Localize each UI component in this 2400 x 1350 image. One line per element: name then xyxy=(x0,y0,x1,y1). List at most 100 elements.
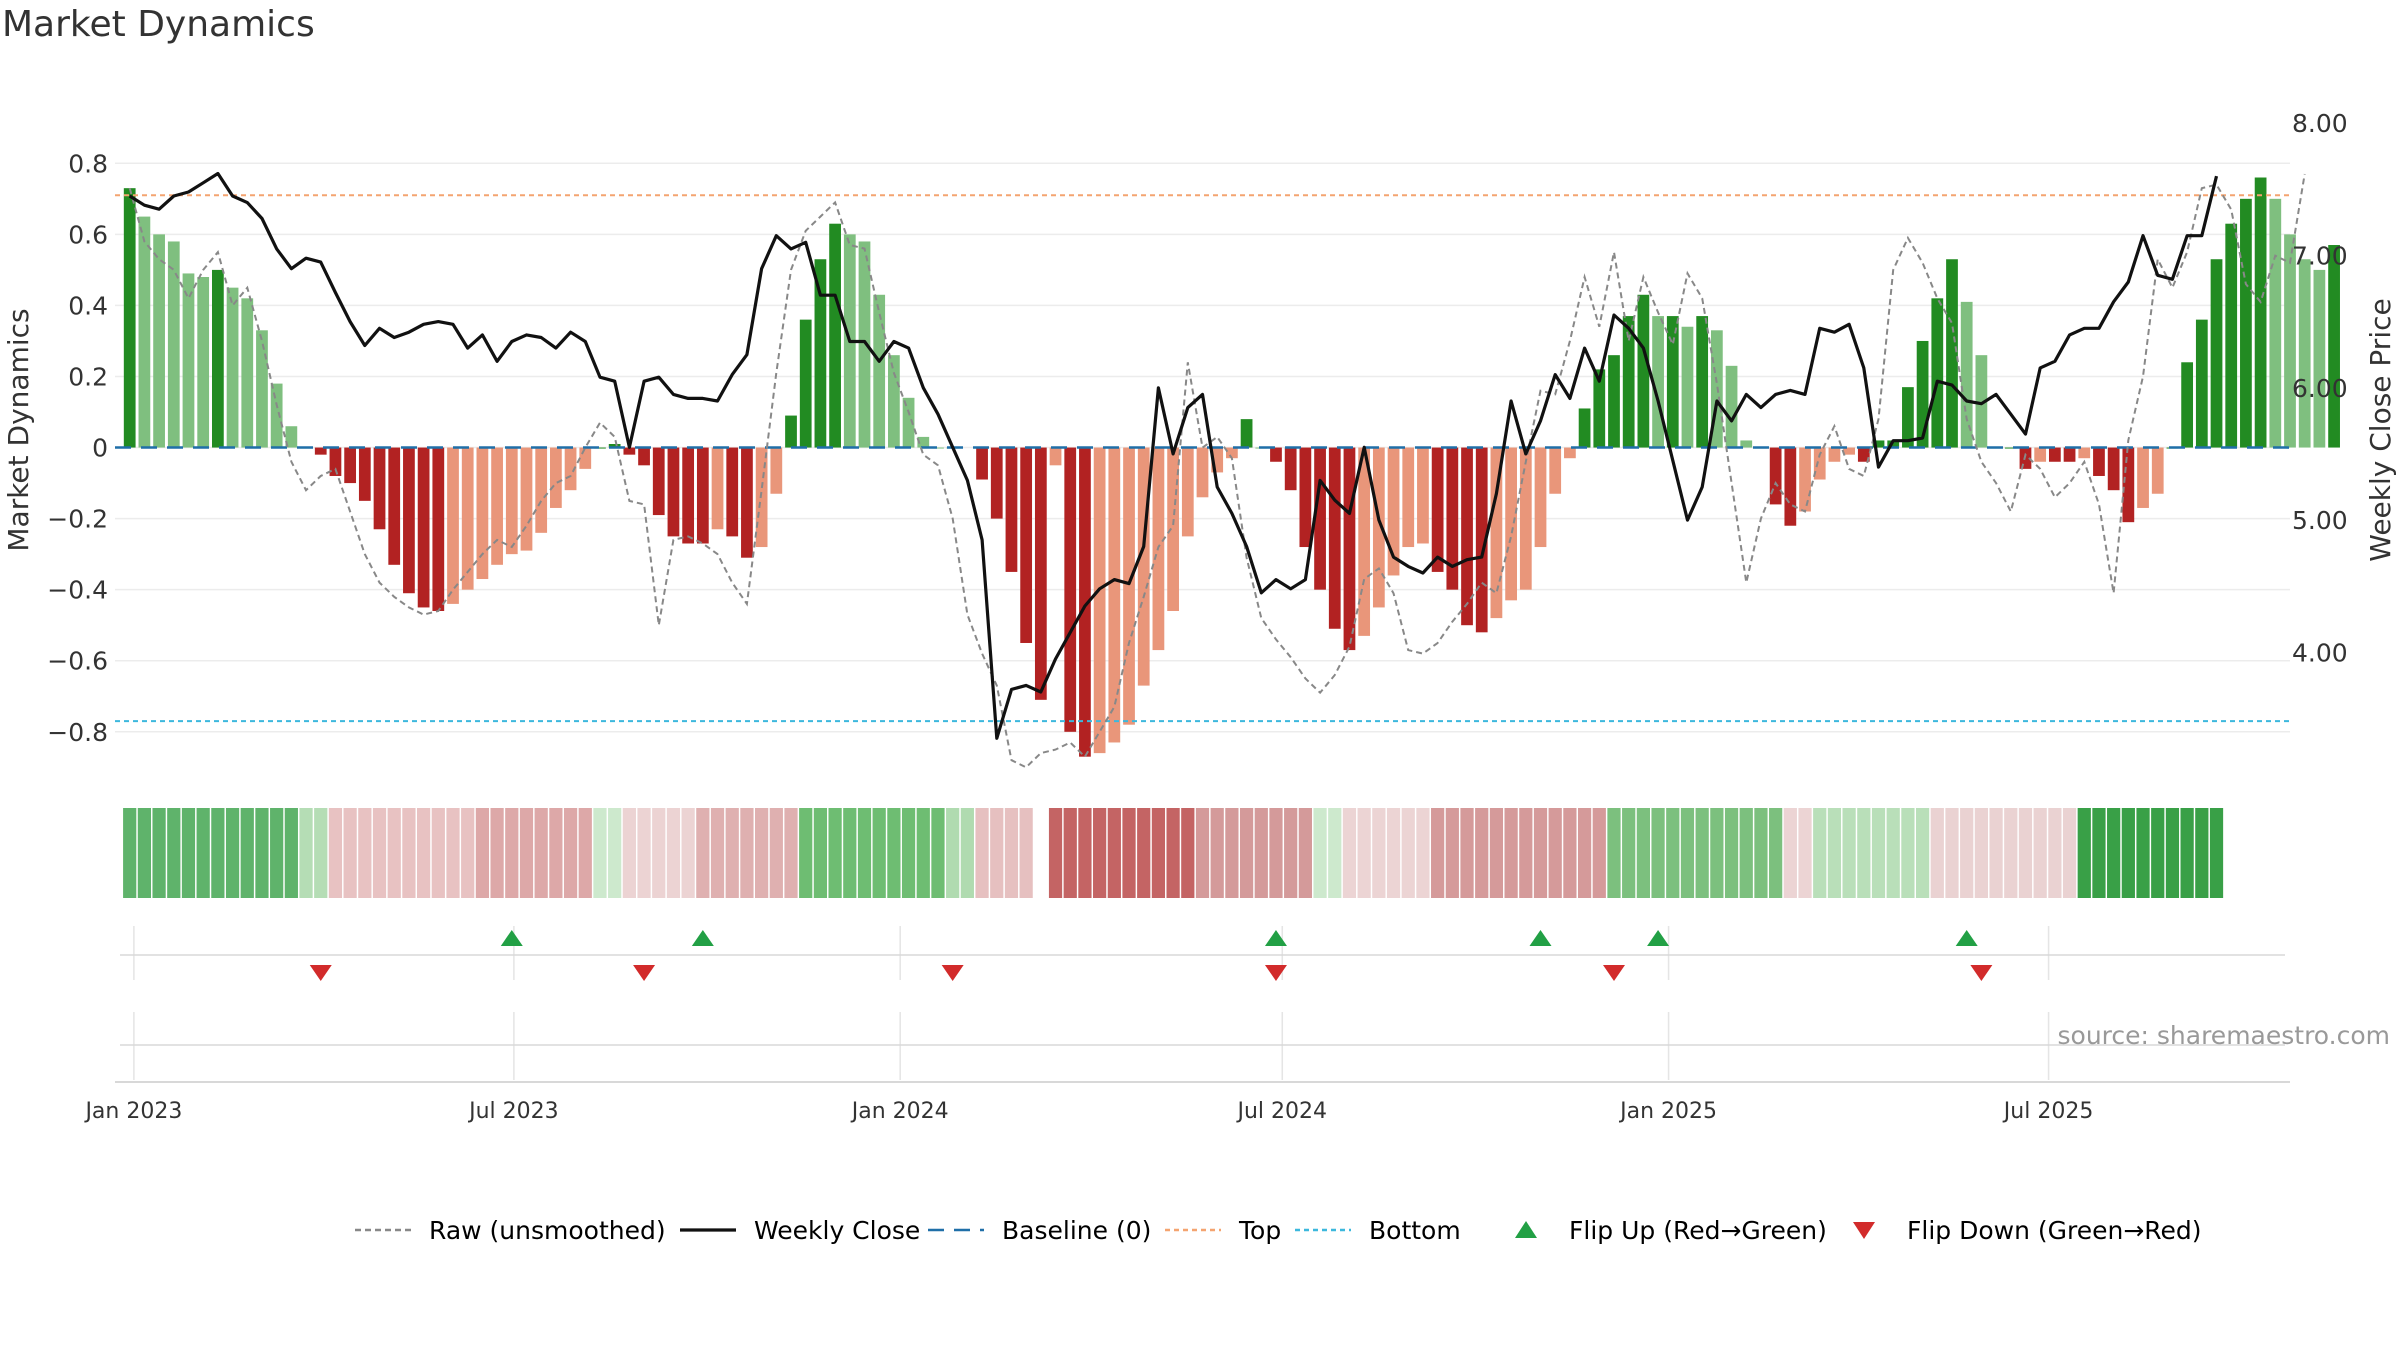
bar xyxy=(1828,447,1841,462)
bar xyxy=(1123,447,1135,725)
bar xyxy=(1211,447,1224,473)
regime-tile xyxy=(931,808,945,898)
x-tick-label: Jul 2025 xyxy=(2002,1099,2094,1124)
regime-tile xyxy=(2195,808,2209,898)
regime-tile xyxy=(1166,808,1180,898)
grid-layer xyxy=(115,162,2290,1080)
bar xyxy=(873,294,886,448)
regime-tile xyxy=(446,808,460,898)
bar xyxy=(1505,447,1517,601)
regime-tile xyxy=(2033,808,2047,898)
regime-tile xyxy=(1666,808,1680,898)
bar xyxy=(1549,447,1562,494)
bar xyxy=(1049,447,1062,466)
legend-item: Weekly Close xyxy=(680,1216,920,1245)
regime-tile xyxy=(1357,808,1371,898)
bar xyxy=(594,447,606,449)
regime-tile xyxy=(417,808,431,898)
regime-tile xyxy=(1460,808,1474,898)
regime-tile xyxy=(1798,808,1812,898)
bar xyxy=(829,223,841,448)
bar xyxy=(505,447,518,555)
x-tick-label: Jan 2024 xyxy=(850,1099,949,1124)
bar xyxy=(902,397,915,448)
regime-tile xyxy=(1225,808,1239,898)
regime-tile xyxy=(769,808,783,898)
regime-tile xyxy=(2062,808,2077,898)
bar xyxy=(1475,447,1488,633)
legend-label: Bottom xyxy=(1369,1216,1461,1245)
bar xyxy=(2181,362,2194,448)
bar xyxy=(270,383,283,448)
regime-tile xyxy=(2209,808,2224,898)
bar xyxy=(888,355,900,448)
regime-tile xyxy=(1475,808,1489,898)
regime-tile xyxy=(1871,808,1886,898)
legend-item: Baseline (0) xyxy=(928,1216,1151,1245)
regime-tile xyxy=(975,808,989,898)
regime-tile xyxy=(123,808,137,898)
regime-tile xyxy=(1048,808,1063,898)
y-tick-label: −0.4 xyxy=(47,576,108,605)
bar xyxy=(1108,447,1121,743)
regime-tile xyxy=(505,808,519,898)
regime-tile xyxy=(652,808,666,898)
bar xyxy=(608,444,621,448)
bar xyxy=(1461,447,1473,626)
regime-tile xyxy=(1842,808,1856,898)
regime-tile xyxy=(1636,808,1650,898)
bar xyxy=(1813,447,1826,480)
flip-down-marker xyxy=(1264,965,1287,981)
regime-tile xyxy=(1974,808,1988,898)
bar xyxy=(579,447,592,469)
regime-tile xyxy=(1680,808,1695,898)
bar xyxy=(741,447,753,558)
bar xyxy=(2313,269,2326,448)
regime-tile xyxy=(270,808,284,898)
y2-tick-label: 5.00 xyxy=(2292,506,2348,535)
bar xyxy=(1564,447,1576,459)
regime-tile xyxy=(843,808,857,898)
regime-tile xyxy=(681,808,695,898)
regime-tile xyxy=(1313,808,1327,898)
bar xyxy=(2063,447,2076,462)
y2-tick-label: 6.00 xyxy=(2292,374,2348,403)
legend-label: Top xyxy=(1238,1216,1281,1245)
bar xyxy=(285,426,298,448)
regime-tile xyxy=(1592,808,1606,898)
source-credit: source: sharemaestro.com xyxy=(2058,1021,2391,1050)
regime-tile xyxy=(1004,808,1019,898)
bar xyxy=(1167,447,1179,611)
bar xyxy=(1725,365,1738,448)
y2-tick-label: 8.00 xyxy=(2292,109,2348,138)
bar xyxy=(182,273,195,448)
regime-tile xyxy=(1284,808,1298,898)
bar xyxy=(858,241,871,448)
legend-label: Flip Down (Green→Red) xyxy=(1907,1216,2202,1245)
regime-tile xyxy=(549,808,563,898)
bar xyxy=(1608,355,1620,448)
bar xyxy=(550,447,562,508)
bar xyxy=(123,188,136,448)
bar xyxy=(1226,447,1238,459)
bar xyxy=(1946,259,1958,448)
bar xyxy=(1652,316,1664,448)
bar xyxy=(1534,447,1547,548)
regime-tile xyxy=(946,808,960,898)
regime-tile xyxy=(402,808,416,898)
bar xyxy=(1079,447,1091,757)
regime-tile xyxy=(637,808,651,898)
regime-tile xyxy=(960,808,974,898)
bar xyxy=(2004,447,2017,449)
x-tick-label: Jul 2024 xyxy=(1236,1099,1328,1124)
bar xyxy=(211,269,224,448)
bar xyxy=(2269,198,2282,448)
regime-tile xyxy=(1886,808,1900,898)
regime-tile xyxy=(1651,808,1665,898)
bar xyxy=(344,447,357,484)
regime-tile xyxy=(1019,808,1033,898)
regime-tile xyxy=(1431,808,1445,898)
regime-tile xyxy=(299,808,313,898)
bar xyxy=(2298,259,2311,448)
bar xyxy=(638,447,650,466)
